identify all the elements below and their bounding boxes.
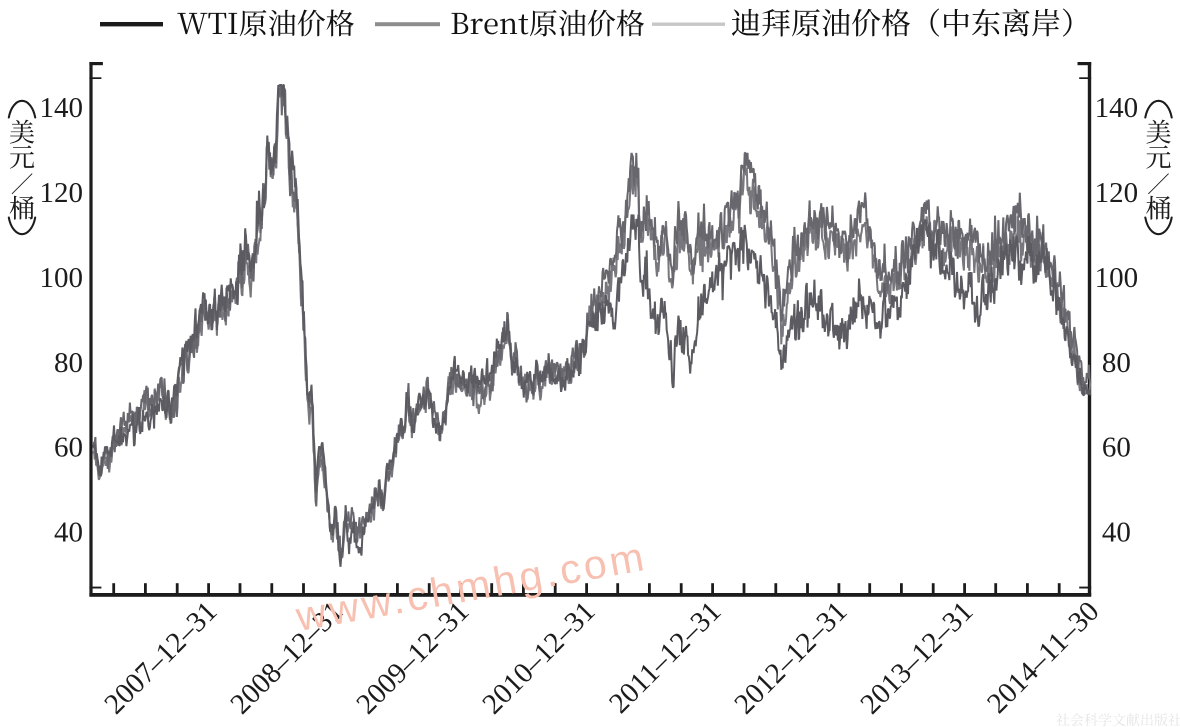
svg-text:120: 120 (1095, 177, 1139, 209)
svg-text:40: 40 (54, 517, 83, 549)
svg-text:40: 40 (1102, 517, 1131, 549)
svg-text:60: 60 (1102, 432, 1131, 464)
svg-text:120: 120 (40, 177, 84, 209)
svg-text:100: 100 (1095, 262, 1139, 294)
svg-text:60: 60 (54, 432, 83, 464)
svg-text:80: 80 (1102, 347, 1131, 379)
svg-text:140: 140 (40, 92, 84, 124)
svg-text:100: 100 (40, 262, 84, 294)
svg-text:80: 80 (54, 347, 83, 379)
svg-text:140: 140 (1095, 92, 1139, 124)
